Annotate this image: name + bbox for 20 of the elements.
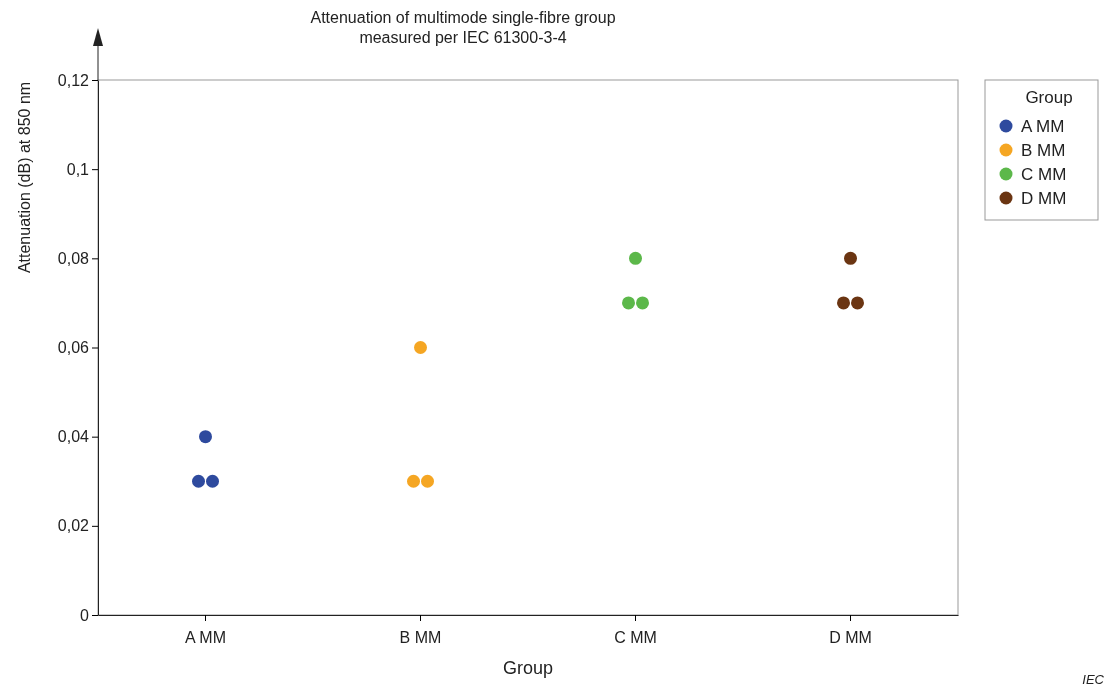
legend-label: D MM [1021, 189, 1067, 208]
x-axis-title: Group [502, 658, 554, 678]
y-tick-label: 0,02 [57, 517, 90, 535]
x-tick-label: A MM [185, 629, 226, 647]
y-axis-title: Attenuation (dB) at 850 nm [16, 81, 33, 274]
y-tick-label: 0,06 [57, 339, 90, 357]
y-tick-label: 0,1 [66, 160, 90, 178]
x-tick-label: D MM [829, 629, 872, 647]
legend-title: Group [1025, 88, 1073, 107]
y-tick-label: 0,08 [57, 249, 90, 267]
y-tick-label: 0 [80, 606, 90, 624]
legend-label: A MM [1021, 117, 1065, 136]
legend-label: C MM [1021, 165, 1067, 184]
x-tick-label: C MM [614, 629, 657, 647]
legend-label: B MM [1021, 141, 1066, 160]
text: IEC [1082, 672, 1105, 687]
y-tick-label: 0,12 [57, 71, 90, 89]
chart-title: Attenuation of multimode single-fibre group measured per IEC 61300-3-4 [310, 9, 616, 46]
y-tick-label: 0,04 [57, 428, 90, 446]
x-tick-label: B MM [399, 629, 442, 647]
